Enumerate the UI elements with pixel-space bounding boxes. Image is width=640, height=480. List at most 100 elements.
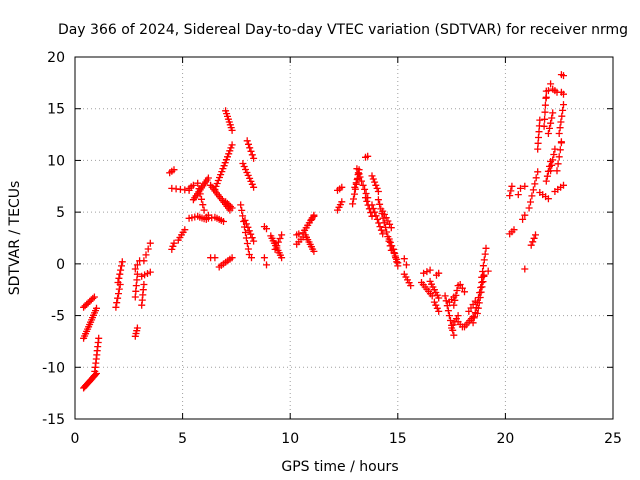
data-point [204,174,212,182]
data-point [386,238,394,246]
data-point [144,245,152,253]
data-point [350,195,357,203]
data-point [271,245,279,253]
data-point [444,307,452,315]
data-point [473,310,481,317]
chart-title: Day 366 of 2024, Sidereal Day-to-day VTE… [58,22,628,38]
data-point [115,290,122,298]
data-point [241,216,249,224]
data-point [168,245,176,253]
data-point [245,140,252,148]
data-point [555,153,563,161]
data-point [393,258,401,266]
data-point [387,224,395,232]
data-point [547,167,555,175]
data-point [244,245,252,253]
data-point [481,250,489,258]
data-point [276,235,284,242]
data-point [244,171,252,179]
data-point [240,163,248,170]
data-point [514,191,522,199]
data-point [354,169,362,177]
data-point [228,141,236,149]
data-point [245,227,253,235]
data-point [133,324,141,332]
data-point [469,313,477,321]
data-point [356,173,364,181]
data-point [199,201,207,209]
data-point [456,281,464,288]
data-point [250,237,258,245]
data-point [274,238,282,246]
y-tick-label: -5 [51,309,65,325]
data-point [469,319,477,327]
data-point [211,185,219,193]
data-point [224,153,231,161]
y-tick-label: 0 [56,257,65,273]
data-point [242,220,250,228]
y-axis-label: SDTVAR / TECUs [7,181,23,296]
data-point [351,190,358,198]
data-point [553,167,561,175]
data-point [361,185,369,193]
data-point [400,255,408,263]
x-tick-label: 5 [178,431,187,447]
data-point [278,231,286,239]
data-point [477,288,485,296]
data-point [452,291,460,299]
data-point [225,201,233,209]
data-point [114,279,122,286]
data-point [131,265,139,273]
data-point [556,146,564,154]
data-point [550,151,558,158]
data-point [225,150,233,158]
data-point [548,114,556,122]
data-point [442,297,450,305]
data-point [443,302,451,310]
data-point [558,112,566,120]
data-point [80,303,88,311]
data-point [385,235,393,243]
y-tick-label: 10 [47,153,65,169]
data-point [450,331,458,339]
data-point [140,281,148,288]
data-point [521,265,529,273]
data-point [214,177,222,184]
data-point [362,194,369,202]
grid-lines [75,57,613,419]
data-point [461,288,468,296]
plot-frame [74,56,614,420]
data-point [358,177,365,185]
data-point [371,178,379,186]
data-point [92,371,99,379]
data-points [80,71,567,392]
data-point [211,254,219,262]
data-point [383,228,391,236]
data-point [560,90,567,98]
data-point [506,192,514,200]
x-axis-label: GPS time / hours [281,459,398,475]
data-point [480,256,488,264]
data-point [189,181,197,189]
data-point [448,324,456,332]
data-point [547,80,555,88]
data-point [475,299,483,307]
data-point [84,299,92,307]
data-point [432,301,440,309]
data-point [559,106,567,114]
data-point [435,307,443,315]
data-point [560,72,567,80]
data-point [369,205,377,212]
data-point [310,212,318,220]
data-point [170,166,178,174]
data-point [530,234,538,242]
data-point [359,181,367,189]
data-point [541,108,549,116]
data-point [435,269,443,277]
data-point [540,122,548,130]
data-point [560,181,567,189]
data-point [476,294,484,301]
x-tick-label: 10 [281,431,299,447]
data-point [428,292,436,300]
data-point [248,151,256,159]
